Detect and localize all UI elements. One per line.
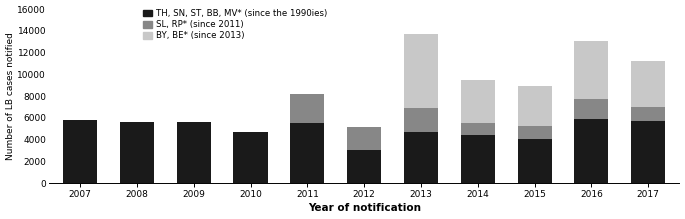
Bar bbox=[404, 108, 438, 132]
Bar bbox=[631, 61, 665, 106]
Bar bbox=[120, 122, 154, 183]
Bar bbox=[518, 86, 551, 126]
Bar bbox=[347, 150, 381, 183]
Bar bbox=[234, 132, 268, 183]
Bar bbox=[290, 94, 325, 124]
Bar bbox=[461, 80, 495, 123]
Bar bbox=[63, 120, 97, 183]
Bar bbox=[518, 139, 551, 183]
X-axis label: Year of notification: Year of notification bbox=[308, 203, 421, 214]
Bar bbox=[574, 118, 608, 183]
Y-axis label: Number of LB cases notified: Number of LB cases notified bbox=[5, 32, 14, 160]
Bar bbox=[404, 34, 438, 108]
Bar bbox=[518, 126, 551, 139]
Bar bbox=[574, 99, 608, 118]
Legend: TH, SN, ST, BB, MV* (since the 1990ies), SL, RP* (since 2011), BY, BE* (since 20: TH, SN, ST, BB, MV* (since the 1990ies),… bbox=[143, 9, 327, 40]
Bar bbox=[574, 41, 608, 99]
Bar bbox=[404, 132, 438, 183]
Bar bbox=[631, 121, 665, 183]
Bar bbox=[631, 106, 665, 121]
Bar bbox=[461, 135, 495, 183]
Bar bbox=[461, 123, 495, 135]
Bar bbox=[290, 124, 325, 183]
Bar bbox=[177, 122, 211, 183]
Bar bbox=[347, 127, 381, 150]
